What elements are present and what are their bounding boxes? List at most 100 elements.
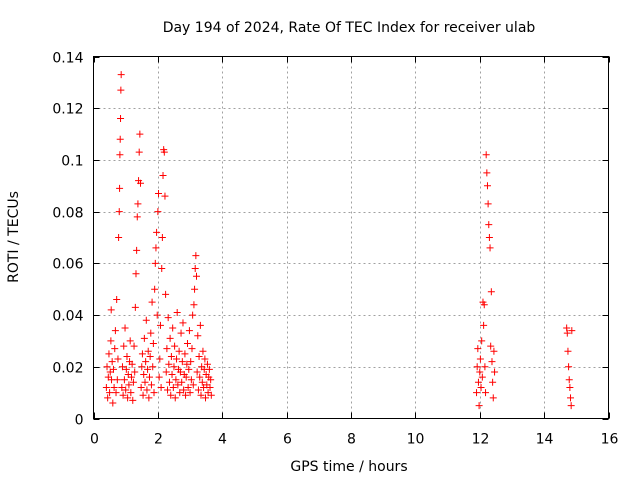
data-point bbox=[194, 332, 202, 340]
data-point bbox=[198, 378, 206, 386]
data-point bbox=[207, 376, 215, 384]
data-point bbox=[184, 383, 192, 391]
data-point bbox=[169, 383, 177, 391]
x-tick-label: 16 bbox=[601, 432, 619, 448]
data-point bbox=[481, 363, 489, 371]
x-axis-label: GPS time / hours bbox=[290, 459, 407, 475]
data-point bbox=[126, 337, 134, 345]
data-markers bbox=[102, 71, 576, 410]
data-point bbox=[484, 200, 492, 208]
data-point bbox=[111, 327, 119, 335]
y-tick-label: 0.14 bbox=[52, 51, 83, 67]
data-point bbox=[202, 394, 210, 402]
data-point bbox=[113, 376, 121, 384]
data-point bbox=[162, 368, 170, 376]
data-point bbox=[135, 148, 143, 156]
data-point bbox=[171, 394, 179, 402]
data-point bbox=[149, 340, 157, 348]
data-point bbox=[567, 402, 575, 410]
data-point bbox=[487, 288, 495, 296]
data-point bbox=[478, 373, 486, 381]
data-point bbox=[141, 378, 149, 386]
data-point bbox=[115, 208, 123, 216]
data-point bbox=[124, 394, 132, 402]
data-point bbox=[474, 378, 482, 386]
x-tick-label: 2 bbox=[154, 432, 163, 448]
data-point bbox=[158, 265, 166, 273]
data-point bbox=[164, 386, 172, 394]
data-point bbox=[107, 337, 115, 345]
data-point bbox=[109, 399, 117, 407]
data-point bbox=[153, 311, 161, 319]
data-point bbox=[483, 182, 491, 190]
data-point bbox=[122, 365, 130, 373]
data-point bbox=[183, 360, 191, 368]
data-point bbox=[156, 321, 164, 329]
axis-ticks: 0 2 4 6 8 10 12 14 16 0 0.02 0.04 0.06 0.08 0.1 0.12 0.1… bbox=[52, 51, 618, 448]
data-point bbox=[136, 179, 144, 187]
data-point bbox=[183, 340, 191, 348]
data-point bbox=[485, 234, 493, 241]
plot-frame bbox=[93, 56, 609, 419]
data-point bbox=[158, 234, 166, 241]
data-point bbox=[122, 386, 130, 394]
y-tick-label: 0.04 bbox=[52, 309, 83, 325]
data-point bbox=[109, 365, 117, 373]
data-point bbox=[159, 171, 167, 179]
data-point bbox=[197, 391, 205, 399]
data-point bbox=[489, 378, 497, 386]
data-point bbox=[191, 285, 199, 293]
data-point bbox=[477, 383, 485, 391]
data-point bbox=[565, 363, 573, 371]
x-tick-label: 4 bbox=[218, 432, 227, 448]
data-point bbox=[128, 360, 136, 368]
data-point bbox=[176, 368, 184, 376]
data-point bbox=[142, 316, 150, 324]
data-point bbox=[137, 383, 145, 391]
data-point bbox=[144, 365, 152, 373]
data-point bbox=[147, 329, 155, 337]
data-point bbox=[165, 378, 173, 386]
data-point bbox=[104, 394, 112, 402]
data-point bbox=[206, 383, 214, 391]
x-tick-label: 10 bbox=[407, 432, 425, 448]
data-point bbox=[152, 244, 160, 252]
data-point bbox=[116, 151, 124, 159]
data-point bbox=[150, 389, 158, 397]
data-point bbox=[179, 319, 187, 327]
data-point bbox=[187, 376, 195, 384]
data-point bbox=[196, 373, 204, 381]
data-point bbox=[156, 355, 164, 363]
data-point bbox=[490, 347, 498, 355]
data-point bbox=[140, 371, 148, 379]
data-point bbox=[205, 365, 213, 373]
data-point bbox=[133, 213, 141, 221]
data-point bbox=[116, 184, 124, 192]
data-point bbox=[207, 391, 215, 399]
data-point bbox=[176, 389, 184, 397]
data-point bbox=[113, 296, 121, 304]
data-point bbox=[119, 391, 127, 399]
data-point bbox=[114, 355, 122, 363]
data-point bbox=[483, 169, 491, 177]
data-point bbox=[480, 321, 488, 329]
data-point bbox=[173, 308, 181, 316]
data-point bbox=[161, 192, 169, 200]
data-point bbox=[196, 321, 204, 329]
data-point bbox=[201, 355, 209, 363]
data-point bbox=[111, 345, 119, 353]
data-point bbox=[487, 342, 495, 350]
data-point bbox=[482, 389, 490, 397]
data-point bbox=[478, 337, 486, 345]
data-point bbox=[127, 373, 135, 381]
data-point bbox=[175, 347, 183, 355]
data-point bbox=[564, 347, 572, 355]
x-tick-label: 6 bbox=[283, 432, 292, 448]
data-point bbox=[102, 383, 110, 391]
data-point bbox=[166, 334, 174, 342]
y-axis-label: ROTI / TECUs bbox=[6, 191, 22, 283]
x-tick-label: 12 bbox=[472, 432, 490, 448]
data-point bbox=[149, 363, 157, 371]
data-point bbox=[133, 246, 141, 254]
